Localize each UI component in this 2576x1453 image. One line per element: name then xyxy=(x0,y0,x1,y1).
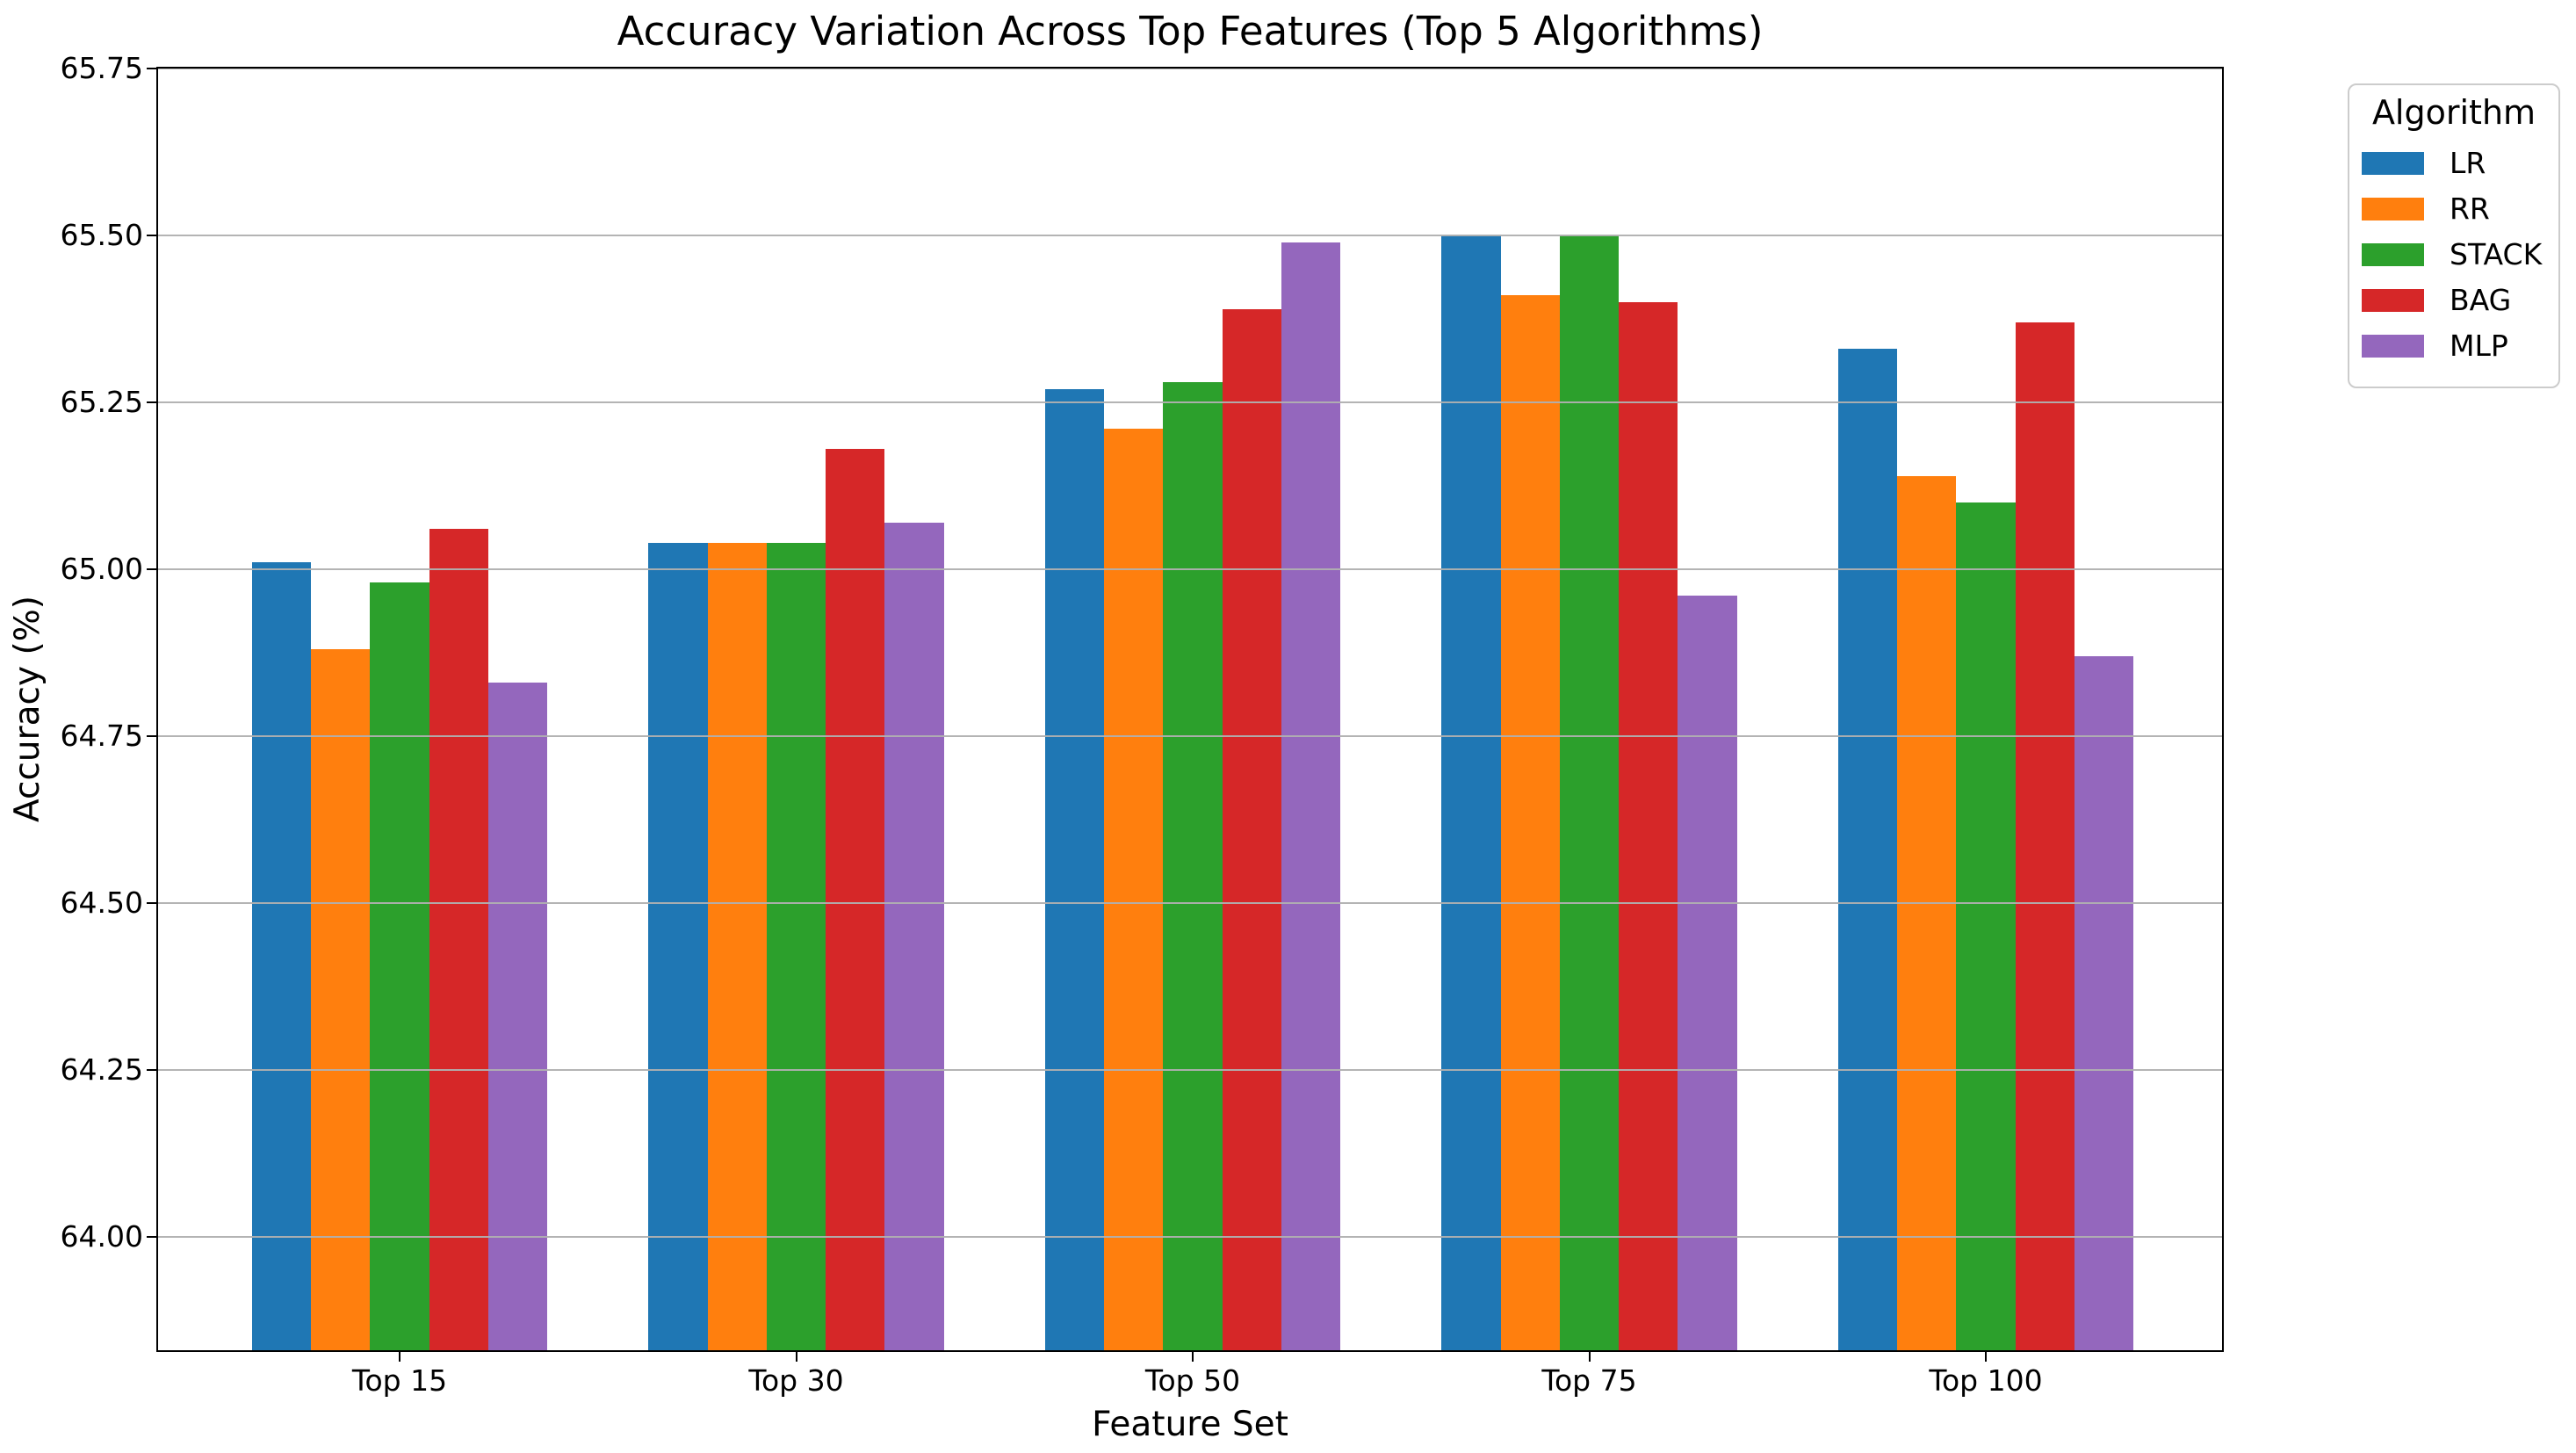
legend-item-bag: BAG xyxy=(2349,278,2558,323)
legend-swatch-rr xyxy=(2362,198,2424,220)
x-tick-mark xyxy=(1588,1352,1591,1362)
x-tick-label-top-100: Top 100 xyxy=(1929,1363,2043,1398)
y-tick-label: 65.25 xyxy=(60,384,143,419)
bar-mlp-top-75 xyxy=(1678,596,1737,1350)
bar-lr-top-100 xyxy=(1837,349,1898,1350)
y-tick-label: 64.75 xyxy=(60,718,143,753)
x-axis-label: Feature Set xyxy=(1092,1405,1288,1444)
gridline xyxy=(158,901,2222,904)
legend-item-label: MLP xyxy=(2450,329,2508,363)
legend-item-stack: STACK xyxy=(2349,232,2558,278)
legend: Algorithm LR RR STACK BAG MLP xyxy=(2348,83,2560,388)
bar-lr-top-15 xyxy=(251,562,312,1350)
legend-swatch-bag xyxy=(2362,289,2424,312)
y-tick-label: 65.00 xyxy=(60,551,143,586)
bar-bag-top-100 xyxy=(2015,322,2075,1350)
bar-mlp-top-100 xyxy=(2074,655,2134,1350)
legend-item-label: LR xyxy=(2450,146,2486,180)
bar-rr-top-30 xyxy=(707,542,767,1350)
bar-bag-top-75 xyxy=(1619,301,1678,1350)
x-tick-label-top-30: Top 30 xyxy=(748,1363,844,1398)
plot-area xyxy=(158,68,2222,1350)
bar-rr-top-75 xyxy=(1500,295,1560,1350)
x-tick-mark xyxy=(795,1352,797,1362)
gridline xyxy=(158,734,2222,737)
legend-item-label: STACK xyxy=(2450,237,2543,271)
gridline xyxy=(158,401,2222,403)
legend-swatch-stack xyxy=(2362,243,2424,266)
bar-stack-top-15 xyxy=(370,582,429,1350)
x-tick-mark xyxy=(399,1352,400,1362)
y-tick-label: 65.75 xyxy=(60,51,143,85)
y-tick-mark xyxy=(147,567,156,570)
gridline xyxy=(158,1068,2222,1071)
legend-item-rr: RR xyxy=(2349,186,2558,232)
bar-rr-top-15 xyxy=(311,649,371,1350)
y-tick-mark xyxy=(147,734,156,737)
bar-rr-top-100 xyxy=(1897,475,1957,1350)
y-tick-mark xyxy=(147,1068,156,1071)
bar-bag-top-30 xyxy=(826,449,885,1350)
bar-mlp-top-15 xyxy=(487,683,548,1350)
legend-swatch-mlp xyxy=(2362,335,2424,358)
bar-bag-top-50 xyxy=(1222,308,1281,1350)
gridline xyxy=(158,1235,2222,1238)
bar-stack-top-30 xyxy=(766,542,826,1350)
y-tick-mark xyxy=(147,234,156,236)
legend-swatch-lr xyxy=(2362,152,2424,175)
y-tick-label: 65.50 xyxy=(60,217,143,252)
y-tick-label: 64.25 xyxy=(60,1052,143,1087)
bar-lr-top-30 xyxy=(648,542,708,1350)
legend-items: LR RR STACK BAG MLP xyxy=(2349,141,2558,369)
gridline xyxy=(158,234,2222,236)
bar-stack-top-75 xyxy=(1559,235,1620,1350)
y-tick-label: 64.00 xyxy=(60,1218,143,1254)
legend-item-label: BAG xyxy=(2450,283,2512,317)
bar-mlp-top-30 xyxy=(884,522,944,1350)
y-tick-mark xyxy=(147,1235,156,1238)
x-tick-mark xyxy=(1192,1352,1194,1362)
bar-lr-top-50 xyxy=(1044,388,1105,1350)
legend-item-mlp: MLP xyxy=(2349,323,2558,369)
gridline xyxy=(158,68,2222,69)
x-tick-mark xyxy=(1985,1352,1987,1362)
bar-bag-top-15 xyxy=(429,529,488,1350)
chart-title: Accuracy Variation Across Top Features (… xyxy=(617,8,1764,54)
y-axis-label: Accuracy (%) xyxy=(8,596,47,822)
legend-item-lr: LR xyxy=(2349,141,2558,186)
y-tick-mark xyxy=(147,401,156,403)
x-tick-label-top-50: Top 50 xyxy=(1144,1363,1241,1398)
bar-rr-top-50 xyxy=(1104,429,1164,1350)
y-tick-mark xyxy=(147,68,156,69)
gridline xyxy=(158,567,2222,570)
x-tick-label-top-75: Top 75 xyxy=(1541,1363,1637,1398)
bar-stack-top-100 xyxy=(1956,502,2016,1350)
y-tick-mark xyxy=(147,901,156,904)
bar-stack-top-50 xyxy=(1163,382,1223,1350)
legend-title: Algorithm xyxy=(2371,93,2536,132)
x-tick-label-top-15: Top 15 xyxy=(351,1363,448,1398)
legend-item-label: RR xyxy=(2450,192,2490,226)
bar-mlp-top-50 xyxy=(1281,242,1341,1350)
y-tick-label: 64.50 xyxy=(60,885,143,920)
bar-lr-top-75 xyxy=(1441,235,1501,1350)
